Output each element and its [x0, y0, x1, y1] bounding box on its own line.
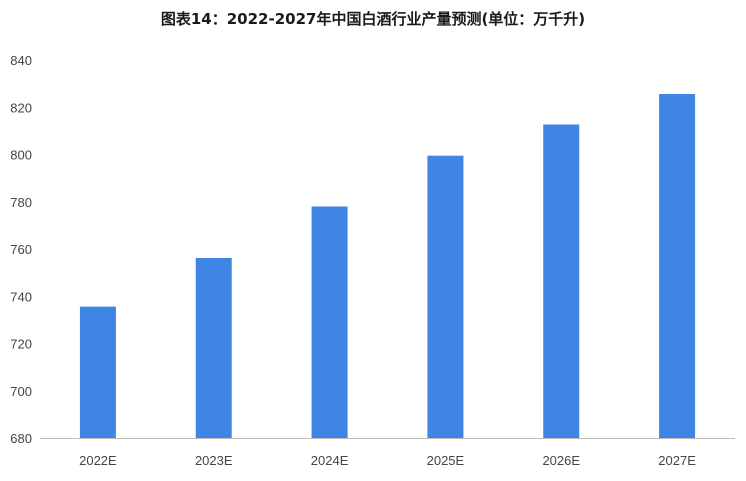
x-tick-label: 2024E [311, 453, 349, 468]
x-tick-label: 2023E [195, 453, 233, 468]
bar-2027E [659, 94, 696, 439]
y-tick-label: 740 [10, 289, 32, 304]
bar-2022E [79, 306, 116, 438]
bar-2025E [427, 155, 464, 438]
y-axis-ticks: 680 700 720 740 760 780 800 820 840 [10, 53, 32, 446]
x-tick-label: 2025E [427, 453, 465, 468]
bar-2024E [311, 206, 348, 438]
y-tick-label: 700 [10, 384, 32, 399]
x-tick-label: 2027E [658, 453, 696, 468]
chart-title: 图表14：2022-2027年中国白酒行业产量预测(单位：万千升) [160, 10, 586, 28]
y-tick-label: 800 [10, 148, 32, 163]
x-tick-label: 2022E [79, 453, 117, 468]
y-tick-label: 760 [10, 242, 32, 257]
bar-2026E [543, 124, 580, 438]
y-tick-label: 680 [10, 431, 32, 446]
bar-2023E [195, 257, 232, 438]
x-axis-ticks: 2022E 2023E 2024E 2025E 2026E 2027E [79, 453, 696, 468]
y-tick-label: 780 [10, 195, 32, 210]
bars [79, 94, 696, 439]
x-tick-label: 2026E [542, 453, 580, 468]
y-tick-label: 820 [10, 100, 32, 115]
y-tick-label: 720 [10, 337, 32, 352]
y-tick-label: 840 [10, 53, 32, 68]
